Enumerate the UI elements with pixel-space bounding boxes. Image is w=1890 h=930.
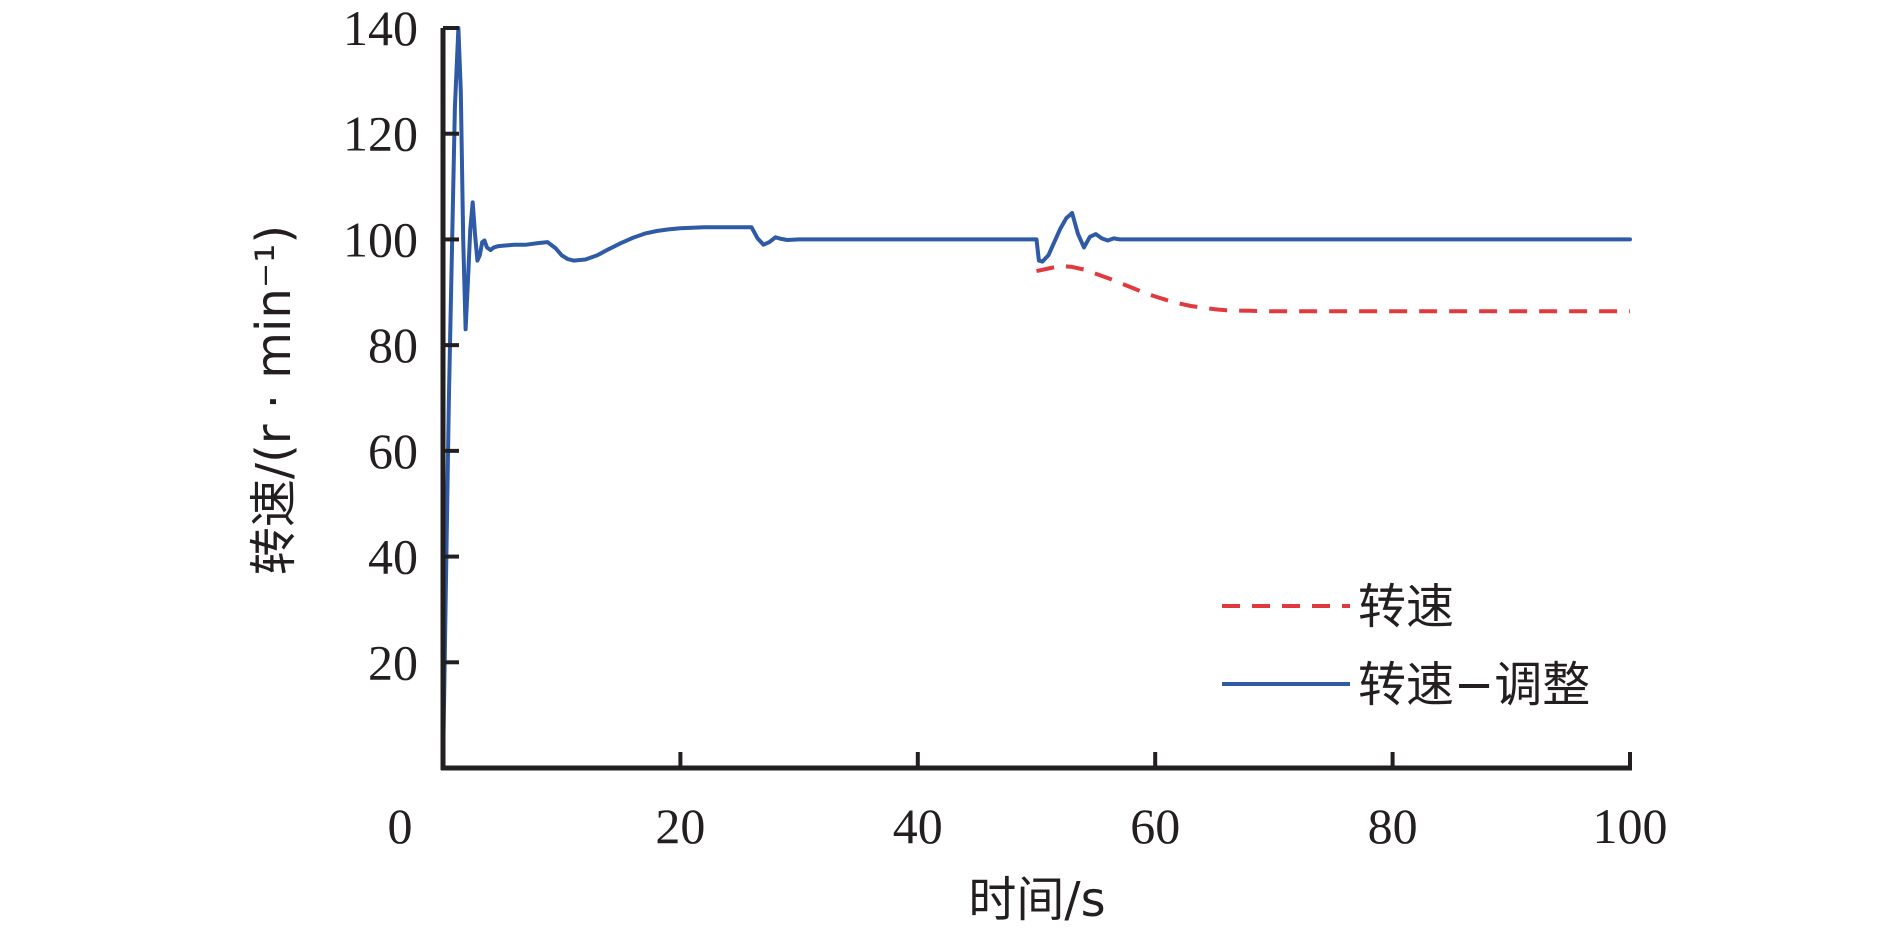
x-tick-label: 0 bbox=[388, 798, 413, 854]
y-tick-label: 60 bbox=[368, 423, 418, 479]
x-tick-label: 40 bbox=[893, 798, 943, 854]
x-ticks: 0 20 40 60 80 100 bbox=[388, 752, 1668, 854]
x-axis-title: 时间/s bbox=[968, 872, 1105, 928]
y-tick-label: 40 bbox=[368, 529, 418, 585]
x-tick-label: 60 bbox=[1130, 798, 1180, 854]
y-ticks: 20 40 60 80 100 120 140 bbox=[343, 0, 459, 690]
y-tick-label: 20 bbox=[368, 634, 418, 690]
y-tick-label: 140 bbox=[343, 0, 418, 56]
x-tick-label: 20 bbox=[655, 798, 705, 854]
x-tick-label: 80 bbox=[1368, 798, 1418, 854]
y-axis-title: 转速/(r · min⁻¹) bbox=[246, 225, 302, 575]
plot-lines bbox=[441, 26, 1632, 770]
legend-label-2: 转速−调整 bbox=[1358, 657, 1590, 713]
x-tick-label: 100 bbox=[1593, 798, 1668, 854]
legend-label-1: 转速 bbox=[1358, 579, 1454, 635]
series-line-2 bbox=[441, 26, 1632, 770]
y-tick-label: 80 bbox=[368, 317, 418, 373]
axes bbox=[440, 28, 1632, 771]
series-line-1 bbox=[1036, 263, 1630, 314]
y-tick-label: 120 bbox=[343, 106, 418, 162]
y-tick-label: 100 bbox=[343, 211, 418, 267]
